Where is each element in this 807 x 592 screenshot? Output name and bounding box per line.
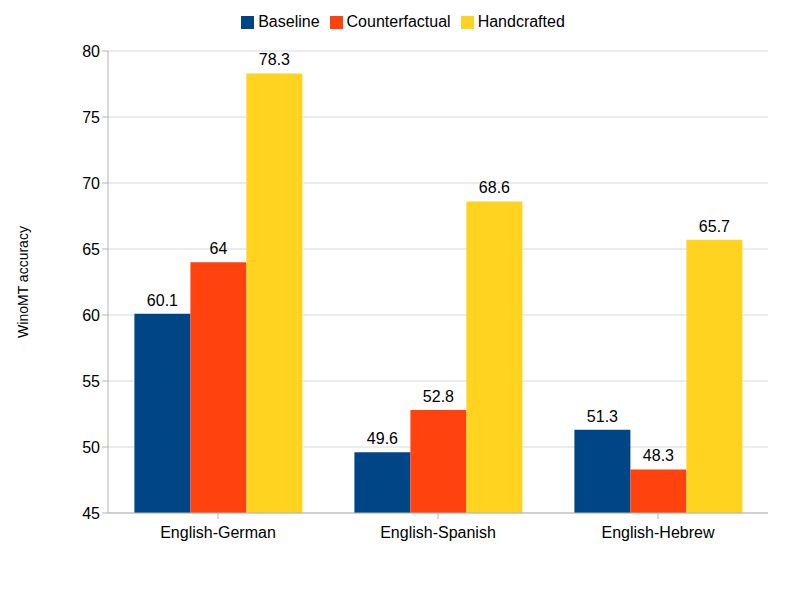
html-text:Counterfactual: Counterfactual xyxy=(346,13,451,30)
svg-text:English-German: English-German xyxy=(160,524,276,541)
svg-text:75: 75 xyxy=(82,109,100,126)
svg-text:65.7: 65.7 xyxy=(699,218,730,235)
svg-text:49.6: 49.6 xyxy=(367,430,398,447)
svg-text:WinoMT accuracy: WinoMT accuracy xyxy=(15,226,31,338)
svg-text:English-Spanish: English-Spanish xyxy=(380,524,496,541)
svg-text:65: 65 xyxy=(82,241,100,258)
svg-text:English-Hebrew: English-Hebrew xyxy=(602,524,715,541)
svg-text:68.6: 68.6 xyxy=(479,179,510,196)
svg-text:78.3: 78.3 xyxy=(259,51,290,68)
html-text:Handcrafted: Handcrafted xyxy=(477,13,565,30)
svg-text:80: 80 xyxy=(82,43,100,60)
svg-text:70: 70 xyxy=(82,175,100,192)
html-text:Baseline: Baseline xyxy=(258,13,320,30)
svg-text:45: 45 xyxy=(82,505,100,522)
svg-text:60.1: 60.1 xyxy=(147,292,178,309)
svg-text:51.3: 51.3 xyxy=(587,408,618,425)
svg-text:60: 60 xyxy=(82,307,100,324)
svg-text:55: 55 xyxy=(82,373,100,390)
svg-text:48.3: 48.3 xyxy=(643,447,674,464)
svg-text:52.8: 52.8 xyxy=(423,388,454,405)
svg-text:50: 50 xyxy=(82,439,100,456)
svg-text:64: 64 xyxy=(210,240,228,257)
